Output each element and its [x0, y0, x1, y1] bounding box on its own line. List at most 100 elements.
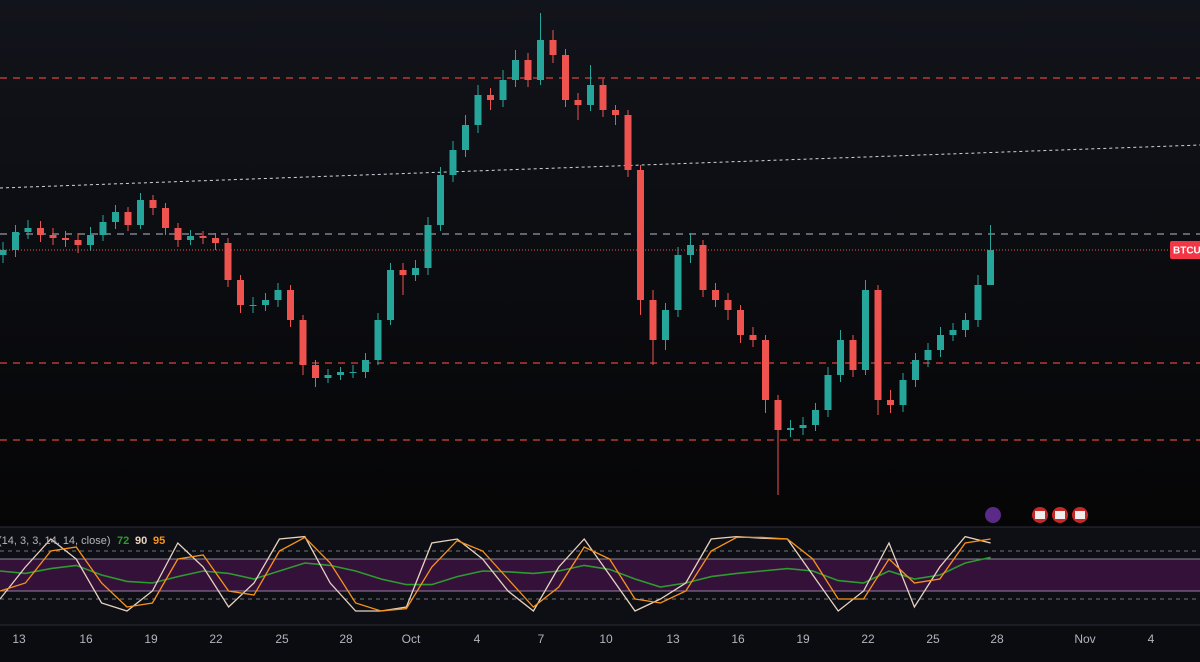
x-tick-label: Oct: [402, 632, 421, 646]
candle-body: [299, 320, 307, 365]
candle-body: [374, 320, 382, 360]
candle-body: [962, 320, 969, 330]
candle-body: [74, 240, 82, 245]
candle-body: [762, 340, 769, 400]
candle-body: [974, 285, 982, 320]
trendline: [0, 144, 1200, 189]
x-tick-label: 4: [474, 632, 481, 646]
x-tick-label: 13: [12, 632, 26, 646]
x-tick-label: 13: [666, 632, 680, 646]
x-tick-label: 19: [144, 632, 158, 646]
indicator-band: [0, 559, 1200, 591]
candle-body: [937, 335, 944, 350]
candle-body: [449, 150, 457, 175]
candle-body: [387, 270, 394, 320]
candle-body: [787, 428, 794, 430]
indicator-label: (14, 3, 3, 14, 14, close): [0, 535, 111, 547]
candle-body: [37, 228, 44, 235]
x-tick-label: 10: [599, 632, 613, 646]
x-tick-label: 19: [796, 632, 810, 646]
indicator-line: [0, 536, 991, 612]
candle-body: [137, 200, 144, 225]
x-tick-label: 22: [209, 632, 223, 646]
x-tick-label: 7: [538, 632, 545, 646]
candle-body: [24, 228, 32, 232]
candle-body: [499, 80, 507, 100]
candle-body: [199, 236, 207, 238]
indicator-line: [0, 535, 991, 612]
candle-body: [712, 290, 719, 300]
candle-body: [487, 95, 494, 100]
indicator-value: 95: [153, 535, 165, 547]
candle-body: [174, 228, 182, 240]
candle-body: [912, 360, 919, 380]
candle-body: [574, 100, 582, 105]
candle-body: [824, 375, 832, 410]
x-tick-label: 28: [339, 632, 353, 646]
candle-body: [312, 365, 319, 378]
candle-body: [124, 212, 132, 225]
candle-body: [287, 290, 294, 320]
candle-body: [149, 200, 157, 208]
candle-body: [112, 212, 119, 222]
x-tick-label: 16: [79, 632, 93, 646]
candle-body: [249, 305, 257, 306]
event-icon[interactable]: [985, 507, 1001, 523]
x-tick-label: 16: [731, 632, 745, 646]
candle-body: [262, 300, 269, 305]
candle-body: [49, 235, 57, 238]
candle-body: [424, 225, 432, 268]
main-pane: [0, 0, 1200, 527]
candle-body: [812, 410, 819, 425]
x-tick-label: 25: [275, 632, 289, 646]
candle-body: [562, 55, 569, 100]
candle-body: [437, 175, 444, 225]
candle-body: [274, 290, 282, 300]
candle-body: [512, 60, 519, 80]
candle-body: [362, 360, 369, 372]
x-tick-label: Nov: [1074, 632, 1095, 646]
candle-body: [12, 232, 19, 250]
candle-body: [924, 350, 932, 360]
candle-body: [637, 170, 644, 300]
price-label-bg: [1170, 241, 1200, 259]
x-tick-label: 4: [1148, 632, 1155, 646]
candle-body: [549, 40, 557, 55]
candle-body: [224, 243, 232, 280]
candle-body: [724, 300, 732, 310]
candle-body: [749, 335, 757, 340]
candle-body: [537, 40, 544, 80]
flag: [1055, 511, 1065, 519]
symbol-label: BTCU: [1173, 246, 1200, 257]
flag: [1075, 511, 1085, 519]
candle-body: [699, 245, 707, 290]
candle-body: [987, 250, 994, 285]
event-icons[interactable]: [985, 507, 1088, 523]
candle-body: [949, 330, 957, 335]
candle-body: [624, 115, 632, 170]
candle-body: [412, 268, 419, 275]
candle-body: [599, 85, 607, 110]
candle-body: [212, 238, 219, 243]
x-tick-label: 22: [861, 632, 875, 646]
candle-body: [612, 110, 619, 115]
time-axis: [0, 625, 1200, 662]
candle-body: [324, 375, 332, 378]
candle-body: [474, 95, 482, 125]
x-tick-label: 25: [926, 632, 940, 646]
candle-body: [674, 255, 682, 310]
candle-body: [862, 290, 869, 370]
candle-body: [662, 310, 669, 340]
candle-body: [187, 236, 194, 240]
candle-body: [837, 340, 844, 375]
candle-body: [337, 372, 344, 375]
candle-body: [849, 340, 857, 370]
candle-body: [649, 300, 657, 340]
candle-body: [162, 208, 169, 228]
x-tick-label: 28: [990, 632, 1004, 646]
candle-body: [0, 250, 7, 255]
candle-body: [799, 425, 807, 428]
candle-body: [399, 270, 407, 275]
